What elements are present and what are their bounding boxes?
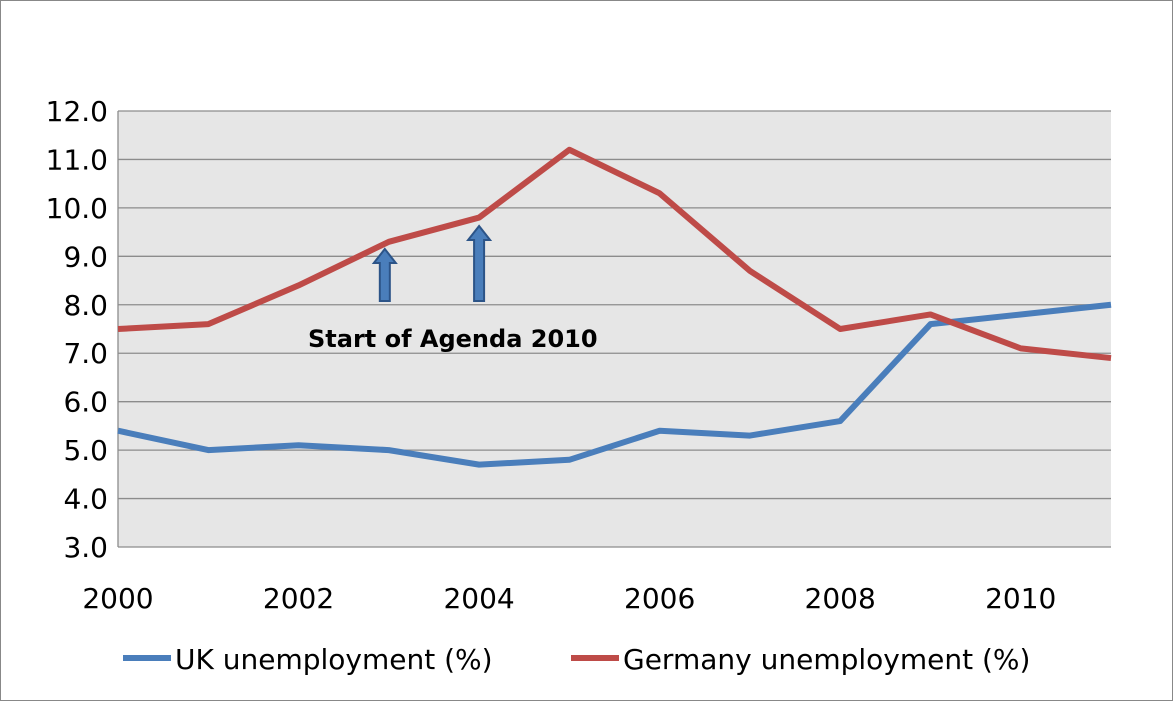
y-tick-label: 12.0 — [46, 95, 108, 128]
y-tick-label: 11.0 — [46, 143, 108, 176]
x-tick-label: 2002 — [263, 582, 334, 615]
x-tick-label: 2008 — [805, 582, 876, 615]
legend-label: Germany unemployment (%) — [623, 643, 1030, 676]
y-tick-label: 6.0 — [63, 386, 108, 419]
x-tick-label: 2010 — [985, 582, 1056, 615]
annotation-text: Start of Agenda 2010 — [308, 325, 598, 353]
y-tick-label: 4.0 — [63, 483, 108, 516]
y-tick-label: 9.0 — [63, 240, 108, 273]
y-tick-label: 7.0 — [63, 337, 108, 370]
x-tick-label: 2004 — [443, 582, 514, 615]
x-tick-label: 2000 — [82, 582, 153, 615]
x-tick-label: 2006 — [624, 582, 695, 615]
y-tick-label: 3.0 — [63, 531, 108, 564]
y-tick-label: 10.0 — [46, 192, 108, 225]
y-tick-label: 5.0 — [63, 434, 108, 467]
y-tick-label: 8.0 — [63, 289, 108, 322]
legend-label: UK unemployment (%) — [175, 643, 493, 676]
